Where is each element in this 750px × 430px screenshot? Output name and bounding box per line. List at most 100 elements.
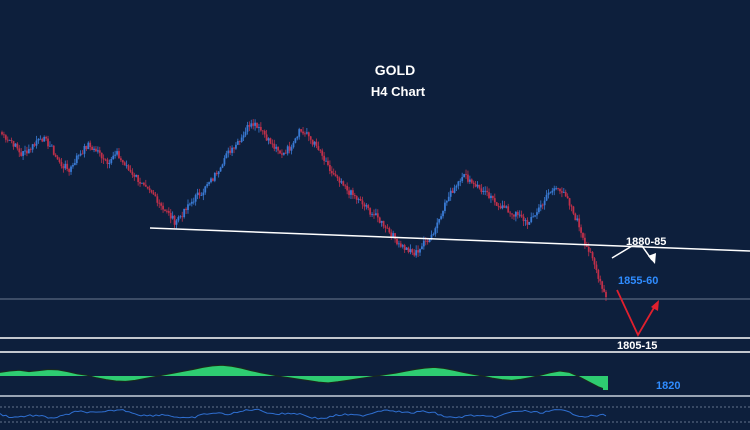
- candle-bearish: [181, 216, 184, 218]
- candle-bearish: [166, 210, 168, 212]
- candle-bullish: [87, 142, 90, 150]
- candle-bullish: [141, 182, 143, 184]
- candle-bullish: [294, 138, 297, 143]
- candle-bearish: [152, 192, 155, 195]
- candle-bearish: [584, 237, 586, 245]
- candle-bearish: [102, 158, 105, 160]
- candle-bearish: [465, 174, 467, 175]
- candle-bearish: [133, 174, 136, 177]
- candle-bearish: [344, 185, 347, 187]
- resistance-label: 1880-85: [626, 236, 666, 248]
- candle-bullish: [449, 190, 452, 197]
- candle-bullish: [438, 218, 441, 223]
- candle-bearish: [493, 198, 496, 203]
- candle-bearish: [16, 143, 19, 149]
- candle-bearish: [560, 191, 563, 193]
- candle-bullish: [398, 243, 400, 245]
- candle-bullish: [455, 185, 458, 188]
- candle-bearish: [595, 264, 598, 271]
- candle-bearish: [273, 143, 276, 149]
- candle-bullish: [447, 196, 450, 202]
- candle-bullish: [39, 138, 42, 140]
- candle-bearish: [307, 132, 310, 137]
- candle-bullish: [518, 214, 521, 216]
- candle-bullish: [275, 146, 278, 149]
- candle-bearish: [332, 173, 335, 175]
- candle-bearish: [328, 164, 331, 172]
- candle-bearish: [68, 169, 71, 172]
- candle-bearish: [599, 278, 602, 282]
- candle-bearish: [156, 196, 159, 203]
- candle-bullish: [227, 150, 230, 154]
- candle-bearish: [353, 195, 356, 197]
- candle-bullish: [528, 222, 531, 225]
- candle-bearish: [173, 215, 176, 225]
- candle-bearish: [58, 159, 61, 163]
- candle-bearish: [593, 258, 596, 265]
- candle-bearish: [144, 184, 147, 187]
- candle-bearish: [66, 163, 69, 170]
- candle-bearish: [346, 185, 349, 191]
- candle-bearish: [300, 129, 303, 132]
- candle-bearish: [589, 251, 592, 253]
- candle-bullish: [83, 145, 86, 154]
- candle-bullish: [177, 217, 180, 221]
- candle-bearish: [480, 188, 483, 192]
- candle-bullish: [350, 190, 352, 195]
- candle-bearish: [470, 179, 473, 183]
- candle-bullish: [445, 201, 448, 203]
- candle-bearish: [198, 192, 201, 196]
- candle-bullish: [375, 213, 377, 216]
- candle-bullish: [298, 129, 301, 137]
- candle-bullish: [194, 195, 197, 202]
- candle-bullish: [463, 174, 466, 178]
- candle-bearish: [89, 142, 92, 147]
- candle-bullish: [576, 218, 579, 221]
- candle-bearish: [603, 288, 605, 292]
- candle-bullish: [171, 215, 174, 219]
- candle-bullish: [202, 192, 205, 196]
- candle-bullish: [217, 171, 220, 175]
- candle-bearish: [100, 152, 103, 159]
- candle-bullish: [14, 143, 17, 147]
- candle-bullish: [286, 146, 289, 154]
- candle-bearish: [238, 141, 241, 142]
- candle-bearish: [472, 182, 475, 185]
- candle-bullish: [534, 215, 536, 217]
- candle-bearish: [407, 247, 410, 253]
- candle-bearish: [330, 171, 333, 174]
- candle-bearish: [367, 205, 370, 209]
- candle-bearish: [85, 145, 88, 150]
- candle-bearish: [507, 206, 510, 213]
- candle-bearish: [334, 174, 337, 177]
- candle-bullish: [380, 220, 383, 223]
- candle-bearish: [95, 148, 97, 152]
- candle-bearish: [522, 216, 525, 222]
- candle-bullish: [43, 136, 46, 142]
- candle-bullish: [221, 164, 224, 168]
- candle-bearish: [212, 178, 214, 181]
- candle-bullish: [405, 247, 408, 250]
- candle-bullish: [254, 122, 257, 126]
- candle-bearish: [10, 140, 13, 141]
- candle-bullish: [125, 165, 128, 167]
- candle-bearish: [52, 145, 55, 155]
- candle-bearish: [185, 208, 187, 210]
- candle-bearish: [426, 240, 429, 243]
- candle-bearish: [369, 208, 372, 215]
- candle-bearish: [503, 205, 506, 208]
- resistance-arrow-head: [648, 253, 656, 264]
- projection-arrow: [616, 289, 656, 337]
- oscillator-last-bar: [603, 376, 608, 390]
- candle-bullish: [325, 160, 327, 162]
- lower-indicator-line: [0, 408, 607, 420]
- neckline-trendline: [149, 227, 750, 252]
- candle-bearish: [256, 122, 258, 128]
- candle-bearish: [162, 205, 164, 210]
- candle-bearish: [269, 138, 272, 144]
- candle-bullish: [543, 200, 546, 206]
- candle-bearish: [386, 227, 389, 229]
- candle-bearish: [281, 153, 283, 155]
- candle-bearish: [33, 144, 36, 146]
